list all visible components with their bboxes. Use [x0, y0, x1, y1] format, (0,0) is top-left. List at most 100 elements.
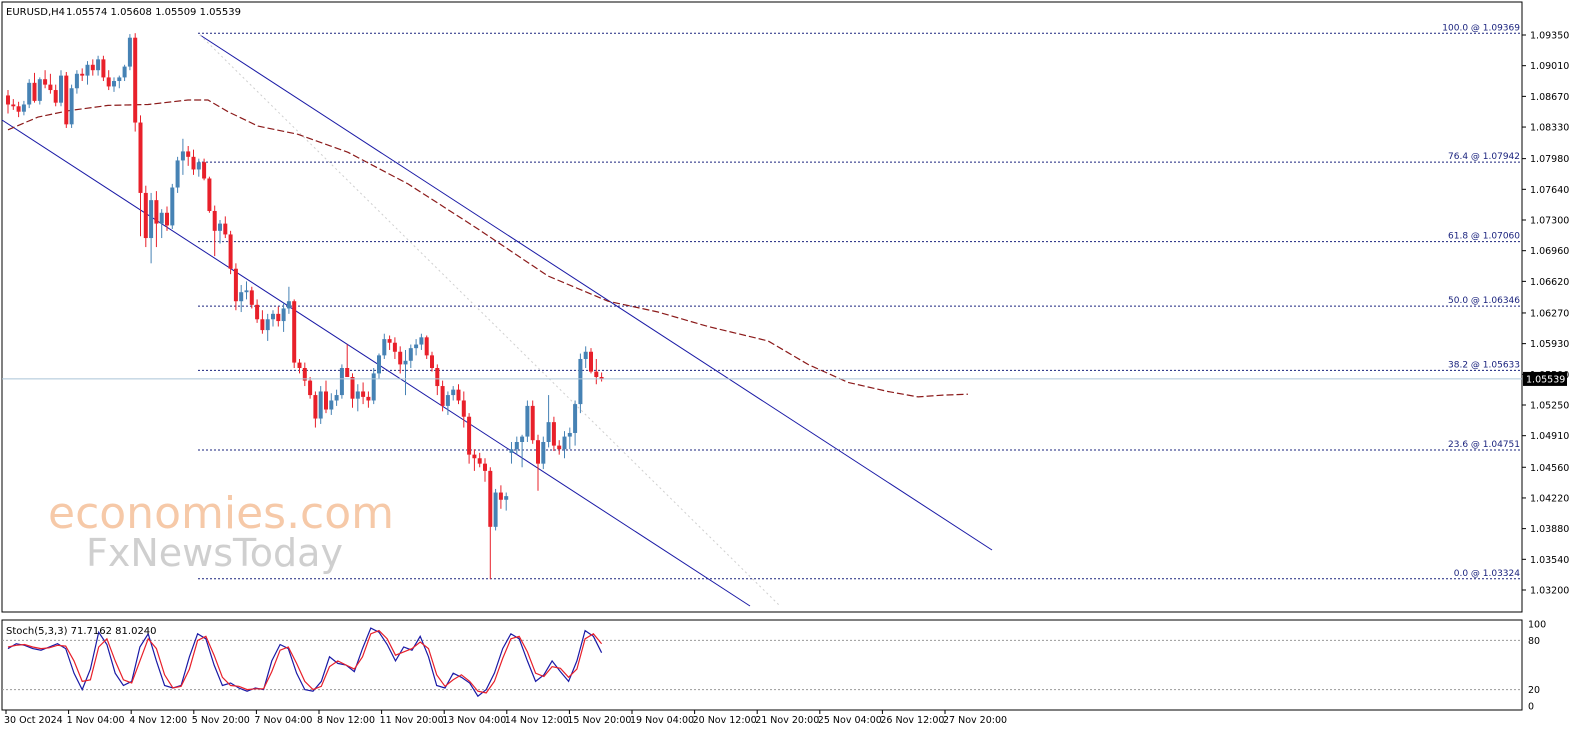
bearish-candle — [440, 386, 445, 406]
bullish-candle — [74, 73, 79, 89]
fib-level-label: 76.4 @ 1.07942 — [1448, 152, 1520, 162]
watermark-fxnewstoday: FxNewsToday — [86, 531, 343, 575]
fib-level-label: 23.6 @ 1.04751 — [1448, 440, 1520, 450]
x-tick-label: 15 Nov 20:00 — [567, 715, 631, 726]
bullish-candle — [239, 292, 244, 302]
bullish-candle — [355, 391, 360, 399]
bullish-candle — [382, 339, 387, 356]
y-tick-label: 1.08330 — [1530, 123, 1569, 134]
bullish-candle — [96, 59, 101, 71]
stoch-title: Stoch(5,3,3) 71.7162 81.0240 — [6, 626, 157, 637]
y-tick-label: 1.06960 — [1530, 246, 1569, 257]
bearish-candle — [589, 351, 593, 372]
stoch-y-label: 100 — [1528, 620, 1546, 631]
bullish-candle — [218, 223, 222, 231]
bearish-candle — [143, 192, 148, 239]
bullish-candle — [117, 77, 122, 82]
bearish-candle — [398, 351, 403, 365]
bullish-candle — [149, 200, 154, 239]
bullish-candle — [21, 104, 26, 112]
bullish-candle — [122, 66, 127, 78]
channel-upper-line — [199, 34, 993, 551]
stoch-series-line — [7, 627, 603, 698]
bearish-candle — [249, 290, 254, 305]
x-tick-label: 14 Nov 12:00 — [505, 715, 569, 726]
y-tick-label: 1.06270 — [1530, 308, 1569, 319]
bearish-candle — [461, 400, 466, 417]
bullish-candle — [514, 442, 519, 450]
x-tick-label: 20 Nov 12:00 — [693, 715, 757, 726]
stoch-y-label: 80 — [1528, 636, 1540, 647]
bullish-candle — [562, 436, 567, 450]
bearish-candle — [154, 200, 159, 224]
bearish-candle — [467, 416, 472, 455]
bullish-candle — [37, 79, 42, 101]
bearish-candle — [165, 212, 169, 226]
bearish-candle — [324, 391, 328, 410]
x-tick-label: 21 Nov 20:00 — [755, 715, 819, 726]
bullish-candle — [265, 319, 270, 331]
bullish-candle — [525, 405, 530, 437]
current-price-box — [1523, 371, 1567, 386]
fibonacci-levels: 100.0 @ 1.09369 76.4 @ 1.07942 61.8 @ 1.07… — [198, 23, 1522, 580]
bearish-candle — [133, 37, 138, 123]
fib-level-label: 100.0 @ 1.09369 — [1442, 23, 1520, 33]
x-tick-label: 19 Nov 04:00 — [630, 715, 694, 726]
bearish-candle — [361, 391, 366, 397]
bearish-candle — [223, 223, 228, 235]
y-tick-label: 1.03540 — [1530, 555, 1569, 566]
bearish-candle — [430, 355, 434, 368]
x-tick-label: 1 Nov 04:00 — [67, 715, 125, 726]
bearish-candle — [90, 64, 95, 71]
y-tick-label: 1.07640 — [1530, 185, 1569, 196]
bearish-candle — [53, 90, 58, 103]
bearish-candle — [191, 156, 196, 170]
x-tick-label: 30 Oct 2024 — [4, 715, 63, 726]
x-axis: 30 Oct 2024 1 Nov 04:00 4 Nov 12:00 5 Nov 2… — [4, 710, 1007, 726]
bearish-candle — [11, 104, 16, 107]
y-tick-label: 1.03880 — [1530, 524, 1569, 535]
bearish-candle — [472, 454, 477, 459]
bullish-candle — [170, 187, 175, 226]
y-tick-label: 1.09010 — [1530, 61, 1569, 72]
bearish-candle — [551, 422, 556, 446]
fib-level-label: 50.0 @ 1.06346 — [1448, 296, 1520, 306]
y-tick-label: 1.04220 — [1530, 493, 1569, 504]
current-price-label: 1.05539 — [1526, 374, 1565, 385]
fib-trendline — [199, 34, 781, 607]
bullish-candle — [493, 492, 498, 527]
bullish-candle — [583, 351, 588, 359]
bearish-candle — [498, 492, 503, 500]
bearish-candle — [48, 84, 53, 91]
channel-lower-line — [1, 119, 751, 607]
bullish-candle — [112, 81, 116, 87]
bearish-candle — [233, 268, 238, 302]
moving-average — [7, 99, 969, 398]
x-tick-label: 4 Nov 12:00 — [129, 715, 187, 726]
bullish-candle — [546, 422, 551, 442]
bearish-candle — [292, 301, 297, 363]
bullish-candle — [414, 344, 419, 349]
bearish-candle — [530, 405, 535, 441]
y-tick-label: 1.09350 — [1530, 31, 1569, 42]
y-tick-label: 1.05930 — [1530, 339, 1569, 350]
bullish-candle — [85, 64, 90, 76]
bearish-candle — [483, 463, 487, 471]
bullish-candle — [371, 373, 376, 401]
bearish-candle — [186, 151, 191, 157]
bullish-candle — [59, 75, 63, 103]
bullish-candle — [180, 151, 185, 161]
bullish-candle — [451, 389, 456, 396]
bearish-candle — [345, 368, 350, 378]
bullish-candle — [244, 290, 249, 293]
ohlc-readout: 1.05574 1.05608 1.05509 1.05539 — [66, 7, 241, 18]
bullish-candle — [286, 301, 291, 309]
y-tick-label: 1.07980 — [1530, 154, 1569, 165]
bearish-candle — [106, 77, 111, 87]
bearish-candle — [599, 377, 604, 379]
bearish-candle — [477, 458, 482, 464]
bullish-candle — [334, 395, 339, 401]
y-tick-label: 1.06620 — [1530, 277, 1569, 288]
bullish-candle — [127, 37, 132, 67]
